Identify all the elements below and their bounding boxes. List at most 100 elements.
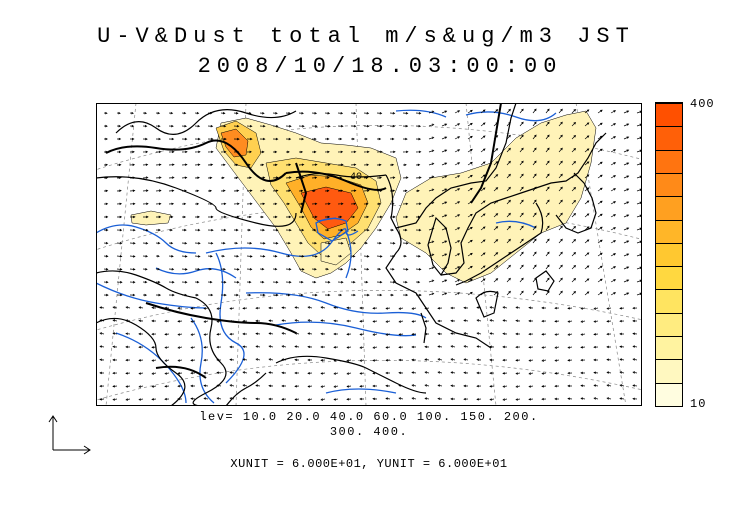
wind-arrow-icon (363, 202, 369, 206)
wind-arrow-icon (294, 332, 300, 335)
wind-arrow-icon (467, 252, 473, 257)
wind-arrow-icon (363, 176, 369, 180)
wind-arrow-icon (103, 241, 109, 245)
wind-arrow-icon (190, 397, 196, 400)
wind-arrow-icon (545, 186, 550, 192)
wind-arrow-icon (558, 173, 563, 179)
wind-arrow-icon (450, 397, 456, 401)
wind-arrow-icon (376, 163, 382, 167)
wind-arrow-icon (597, 187, 603, 192)
wind-arrow-icon (242, 397, 248, 400)
wind-arrow-icon (259, 163, 265, 167)
wind-arrow-icon (138, 398, 144, 401)
dust-region-main-300 (300, 186, 359, 230)
wind-arrow-icon (116, 163, 122, 167)
wind-arrow-icon (558, 121, 563, 127)
wind-arrow-icon (268, 319, 274, 322)
wind-arrow-icon (519, 199, 524, 205)
colorbar-band (656, 382, 682, 406)
wind-arrow-icon (359, 333, 365, 336)
wind-arrow-icon (623, 253, 630, 257)
wind-arrow-icon (350, 163, 357, 166)
wind-arrow-icon (597, 148, 603, 153)
wind-arrow-icon (506, 212, 511, 218)
wind-arrow-icon (476, 332, 482, 335)
wind-arrow-icon (489, 345, 495, 348)
wind-arrow-icon (207, 176, 213, 180)
wind-arrow-icon (333, 306, 339, 309)
wind-arrow-icon (142, 215, 149, 219)
wind-arrow-icon (558, 277, 563, 283)
wind-arrow-icon (285, 254, 291, 258)
wind-arrow-icon (112, 306, 118, 309)
wind-arrow-icon (415, 293, 422, 297)
wind-arrow-icon (376, 176, 383, 179)
wind-arrow-icon (298, 268, 305, 271)
wind-arrow-icon (311, 176, 318, 179)
wind-arrow-icon (441, 279, 448, 283)
wind-arrow-icon (337, 228, 344, 232)
wind-arrow-icon (450, 306, 455, 310)
wind-arrow-icon (220, 293, 227, 297)
wind-arrow-icon (437, 384, 443, 387)
wind-arrow-icon (506, 290, 511, 296)
wind-arrow-icon (216, 371, 222, 374)
wind-arrow-icon (532, 173, 537, 179)
wind-arrow-icon (285, 202, 290, 206)
wind-arrow-icon (376, 215, 383, 219)
wind-arrow-icon (584, 213, 590, 218)
wind-arrow-icon (207, 267, 212, 271)
wind-arrow-icon (190, 333, 196, 336)
wind-arrow-icon (424, 320, 430, 323)
wind-arrow-icon (454, 240, 461, 244)
wind-arrow-icon (298, 280, 304, 284)
wind-arrow-icon (580, 307, 586, 310)
wind-arrow-icon (324, 215, 331, 219)
wind-arrow-icon (216, 384, 222, 387)
wind-arrow-icon (116, 189, 122, 192)
wind-arrow-icon (112, 358, 118, 362)
wind-arrow-icon (489, 371, 495, 375)
wind-arrow-icon (181, 176, 188, 179)
wind-arrow-icon (229, 345, 235, 349)
wind-arrow-icon (103, 215, 109, 219)
wind-arrow-icon (311, 293, 318, 297)
wind-arrow-icon (571, 213, 576, 218)
wind-arrow-icon (181, 228, 187, 232)
wind-arrow-icon (337, 202, 344, 206)
wind-arrow-icon (506, 277, 511, 283)
wind-arrow-icon (376, 241, 382, 245)
wind-arrow-icon (155, 202, 162, 206)
wind-arrow-icon (558, 108, 563, 114)
wind-arrow-icon (216, 397, 222, 400)
wind-arrow-icon (502, 345, 508, 349)
national-borders (105, 103, 502, 379)
wind-arrow-icon (168, 202, 175, 206)
wind-arrow-icon (450, 319, 456, 323)
colorbar-band (656, 336, 682, 360)
wind-arrow-icon (463, 371, 469, 374)
wind-arrow-icon (545, 251, 550, 257)
wind-arrow-icon (532, 238, 537, 244)
wind-arrow-icon (207, 202, 213, 206)
wind-arrow-icon (168, 176, 175, 179)
wind-arrow-icon (584, 187, 590, 192)
wind-arrow-icon (554, 333, 560, 336)
wind-arrow-icon (220, 137, 227, 141)
wind-arrow-icon (580, 333, 586, 336)
wind-arrow-icon (597, 109, 603, 114)
wind-arrow-icon (116, 176, 122, 179)
wind-arrow-icon (424, 332, 429, 336)
wind-arrow-icon (506, 160, 511, 166)
wind-arrow-icon (333, 319, 339, 323)
wind-arrow-icon (385, 397, 391, 400)
wind-arrow-icon (268, 358, 274, 361)
wind-arrow-icon (454, 175, 461, 179)
wind-arrow-icon (255, 306, 261, 310)
wind-arrow-icon (428, 201, 435, 205)
wind-arrow-icon (424, 345, 430, 349)
wind-arrow-icon (532, 251, 537, 257)
wind-arrow-icon (428, 292, 435, 296)
wind-arrow-icon (480, 226, 486, 231)
wind-arrow-icon (454, 123, 461, 127)
